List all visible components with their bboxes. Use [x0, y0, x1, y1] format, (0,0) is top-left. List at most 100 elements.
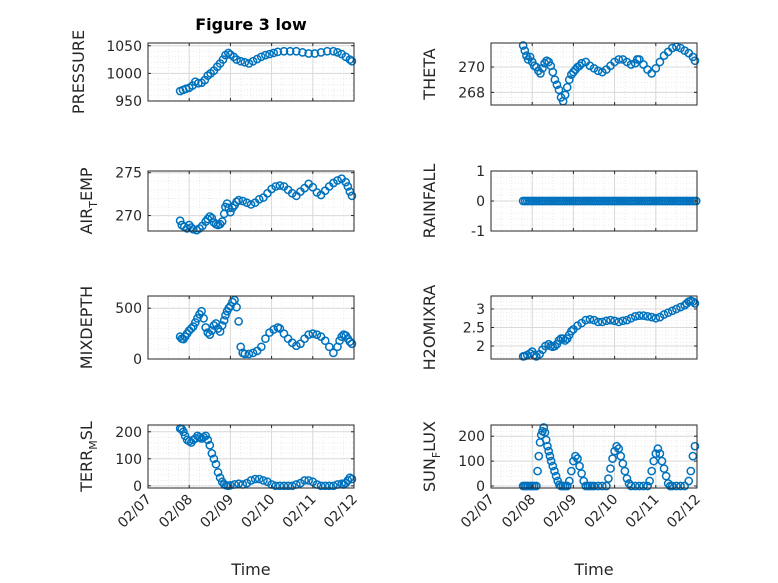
data-point — [639, 60, 648, 69]
data-point — [602, 316, 611, 326]
data-point — [296, 339, 305, 349]
y-tick-label: 200 — [115, 425, 142, 441]
data-point — [630, 312, 640, 321]
x-tick-label: 02/10 — [239, 492, 279, 532]
data-point — [246, 476, 256, 485]
data-point — [686, 466, 696, 476]
data-point — [653, 444, 663, 454]
y-axis-label: TERRMSL — [77, 421, 100, 493]
data-point — [651, 63, 661, 73]
data-point — [606, 464, 615, 473]
x-tick-label: 02/09 — [540, 492, 580, 532]
data-point — [620, 466, 630, 476]
data-point — [217, 217, 227, 226]
data-point — [333, 176, 342, 185]
data-point — [324, 481, 334, 491]
data-point — [659, 464, 669, 473]
data-points — [175, 295, 357, 359]
subplot-pressure: 950 1000 1050 PRESSURE — [69, 30, 357, 114]
data-points — [175, 46, 357, 96]
data-point — [203, 328, 213, 337]
data-point — [581, 315, 591, 325]
data-point — [612, 441, 622, 451]
data-point — [651, 313, 661, 323]
data-point — [560, 336, 570, 345]
data-point — [643, 312, 652, 321]
data-point — [688, 451, 698, 461]
data-point — [575, 61, 584, 71]
y-tick-label: 200 — [458, 429, 485, 445]
data-point — [608, 454, 617, 463]
data-point — [667, 306, 677, 316]
y-tick-label: 270 — [115, 209, 142, 225]
data-point — [345, 337, 355, 347]
data-point — [209, 454, 219, 464]
data-point — [345, 187, 355, 196]
y-tick-label: 3 — [476, 302, 485, 318]
data-point — [347, 339, 357, 349]
data-point — [248, 348, 258, 358]
data-points — [175, 174, 357, 235]
axes-box — [147, 170, 355, 232]
y-tick-label: 0 — [476, 479, 485, 495]
x-tick-label: 02/12 — [321, 492, 361, 532]
data-point — [539, 423, 549, 432]
y-axis-label: AIRTEMP — [77, 167, 100, 234]
data-point — [207, 449, 217, 458]
data-point — [667, 43, 677, 53]
data-point — [329, 481, 338, 491]
data-point — [244, 349, 254, 359]
x-axis-label: Time — [230, 560, 270, 579]
data-point — [347, 191, 357, 201]
data-point — [520, 46, 530, 55]
data-point — [333, 48, 342, 57]
data-point — [254, 474, 264, 484]
data-point — [261, 50, 270, 60]
data-point — [203, 435, 213, 445]
axes-box — [147, 424, 355, 489]
data-point — [291, 341, 301, 351]
x-tick-label: 02/08 — [156, 492, 196, 532]
data-point — [616, 451, 626, 461]
data-point — [213, 467, 223, 477]
data-point — [179, 427, 188, 437]
data-point — [300, 476, 309, 485]
data-point — [533, 466, 542, 476]
data-point — [291, 46, 301, 56]
x-axis-label: Time — [573, 560, 613, 579]
y-tick-label: 0 — [133, 479, 142, 495]
data-point — [634, 55, 644, 64]
subplot-sun-flux: 0 100 200 SUNFLUX 02/07 02/08 02/09 02/10 02/11 0… — [420, 421, 704, 579]
data-point — [322, 46, 332, 56]
data-point — [626, 313, 636, 323]
data-point — [238, 196, 248, 206]
data-points — [518, 196, 701, 206]
data-point — [562, 481, 572, 491]
data-point — [518, 41, 528, 50]
data-point — [657, 456, 667, 466]
data-point — [614, 317, 624, 327]
data-point — [199, 314, 208, 323]
data-point — [283, 481, 293, 491]
data-point — [690, 299, 700, 308]
data-point — [308, 329, 318, 338]
data-point — [324, 342, 334, 352]
axes-box — [147, 295, 355, 360]
data-point — [622, 474, 632, 483]
data-point — [316, 481, 326, 491]
data-point — [606, 315, 615, 325]
data-point — [688, 297, 698, 306]
data-point — [221, 310, 230, 320]
data-point — [655, 57, 665, 67]
data-point — [566, 70, 576, 79]
y-tick-label: 500 — [115, 301, 142, 317]
data-point — [207, 213, 217, 223]
y-axis-label: RAINFALL — [420, 164, 439, 239]
y-tick-label: 2.5 — [463, 321, 485, 337]
data-point — [175, 216, 185, 226]
data-point — [649, 456, 659, 466]
data-point — [228, 297, 237, 307]
data-point — [589, 481, 599, 491]
data-point — [639, 311, 648, 320]
